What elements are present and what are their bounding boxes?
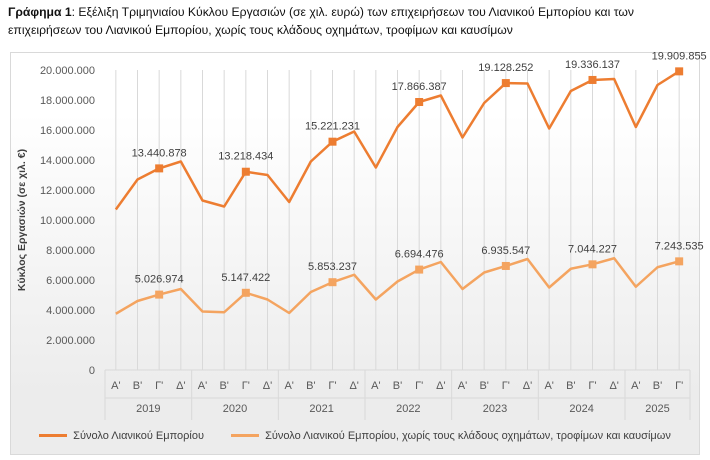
data-label: 5.853.237: [308, 261, 357, 273]
data-label: 15.221.231: [305, 121, 360, 133]
x-tick-quarter: Β': [653, 380, 662, 392]
x-tick-year: 2020: [223, 403, 247, 415]
data-point-marker: [501, 261, 510, 270]
legend-swatch: [39, 434, 68, 437]
data-label: 19.909.855: [652, 50, 707, 62]
data-point-marker: [415, 98, 424, 107]
data-point-marker: [241, 288, 250, 297]
data-label: 13.440.878: [132, 147, 187, 159]
legend-item-total: Σύνολο Λιανικού Εμπορίου: [39, 430, 204, 442]
title-bold: Γράφημα 1: [8, 5, 72, 19]
y-tick-label: 12.000.000: [40, 185, 95, 197]
x-tick-quarter: Γ': [242, 380, 250, 392]
y-tick-label: 10.000.000: [40, 215, 95, 227]
x-tick-year: 2019: [136, 403, 160, 415]
x-tick-quarter: Α': [458, 380, 467, 392]
x-tick-quarter: Δ': [609, 380, 618, 392]
y-tick-label: 4.000.000: [46, 305, 95, 317]
data-point-marker: [675, 67, 684, 76]
x-tick-quarter: Β': [479, 380, 488, 392]
legend-label: Σύνολο Λιανικού Εμπορίου, χωρίς τους κλά…: [265, 429, 671, 442]
data-point-marker: [588, 260, 597, 269]
x-tick-quarter: Γ': [328, 380, 336, 392]
x-tick-quarter: Β': [393, 380, 402, 392]
y-tick-label: 2.000.000: [46, 335, 95, 347]
x-tick-quarter: Δ': [176, 380, 185, 392]
x-tick-quarter: Α': [631, 380, 640, 392]
legend: Σύνολο Λιανικού Εμπορίου Σύνολο Λιανικού…: [0, 428, 710, 442]
x-tick-quarter: Δ': [523, 380, 532, 392]
data-point-marker: [328, 278, 337, 287]
series-line-1: [115, 257, 680, 315]
legend-item-excl: Σύνολο Λιανικού Εμπορίου, χωρίς τους κλά…: [231, 430, 671, 442]
x-tick-quarter: Γ': [588, 380, 596, 392]
x-tick-quarter: Γ': [155, 380, 163, 392]
series-line-0: [114, 70, 680, 211]
data-point-marker: [501, 79, 510, 88]
data-label: 6.694.476: [395, 249, 444, 261]
data-point-marker: [155, 164, 164, 173]
x-tick-quarter: Δ': [436, 380, 445, 392]
x-tick-year: 2022: [396, 403, 420, 415]
data-point-marker: [241, 167, 250, 176]
y-tick-label: 16.000.000: [40, 125, 95, 137]
x-tick-quarter: Α': [111, 380, 120, 392]
x-tick-quarter: Α': [198, 380, 207, 392]
x-tick-quarter: Α': [371, 380, 380, 392]
x-tick-year: 2023: [483, 403, 507, 415]
data-label: 19.128.252: [478, 62, 533, 74]
y-tick-label: 18.000.000: [40, 95, 95, 107]
data-point-marker: [415, 265, 424, 274]
x-tick-quarter: Α': [544, 380, 553, 392]
x-tick-quarter: Α': [284, 380, 293, 392]
y-tick-label: 20.000.000: [40, 65, 95, 77]
y-tick-label: 14.000.000: [40, 155, 95, 167]
legend-swatch: [231, 434, 260, 437]
data-point-marker: [328, 137, 337, 146]
legend-label: Σύνολο Λιανικού Εμπορίου: [73, 429, 204, 442]
x-tick-quarter: Γ': [502, 380, 510, 392]
y-tick-label: 6.000.000: [46, 275, 95, 287]
y-tick-label: 0: [89, 365, 95, 377]
data-label: 7.243.535: [655, 240, 704, 252]
data-point-marker: [675, 257, 684, 266]
data-point-marker: [588, 75, 597, 84]
data-label: 7.044.227: [568, 243, 617, 255]
data-label: 13.218.434: [218, 151, 273, 163]
data-label: 6.935.547: [481, 245, 530, 257]
x-tick-quarter: Γ': [675, 380, 683, 392]
x-tick-quarter: Δ': [263, 380, 272, 392]
x-tick-year: 2025: [645, 403, 669, 415]
x-tick-year: 2021: [309, 403, 333, 415]
title-text: : Εξέλιξη Τριμηνιαίου Κύκλου Εργασιών (σ…: [8, 5, 634, 37]
x-tick-quarter: Β': [306, 380, 315, 392]
chart-title: Γράφημα 1: Εξέλιξη Τριμηνιαίου Κύκλου Ερ…: [8, 3, 708, 39]
x-tick-quarter: Β': [219, 380, 228, 392]
data-label: 5.147.422: [221, 272, 270, 284]
x-tick-year: 2024: [569, 403, 593, 415]
chart-frame: [10, 52, 700, 455]
data-point-marker: [155, 290, 164, 299]
y-axis-label: Κύκλος Εργασιών (σε χιλ. €): [16, 149, 28, 291]
y-tick-label: 8.000.000: [46, 245, 95, 257]
data-label: 5.026.974: [135, 274, 184, 286]
data-label: 19.336.137: [565, 59, 620, 71]
x-tick-quarter: Γ': [415, 380, 423, 392]
data-label: 17.866.387: [392, 81, 447, 93]
x-tick-quarter: Β': [133, 380, 142, 392]
x-tick-quarter: Β': [566, 380, 575, 392]
x-tick-quarter: Δ': [349, 380, 358, 392]
